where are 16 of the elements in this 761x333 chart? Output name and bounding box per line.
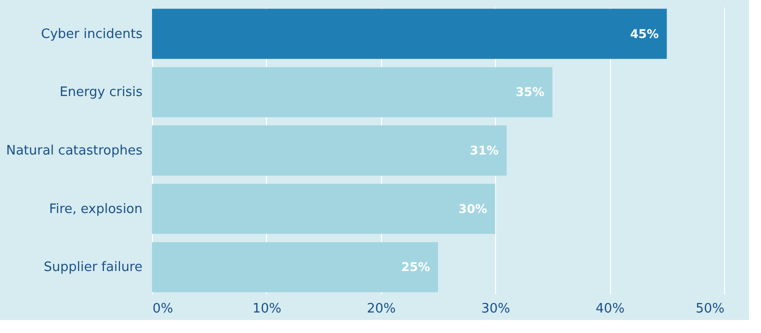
x-tick-label: 50%: [696, 302, 724, 316]
y-tick-label: Cyber incidents: [41, 26, 143, 42]
data-label: 30%: [458, 202, 488, 216]
y-tick-label: Energy crisis: [60, 85, 143, 100]
y-tick-label: Supplier failure: [44, 260, 142, 276]
x-tick-label: 20%: [366, 302, 396, 316]
data-label: 25%: [401, 260, 430, 274]
data-label: 35%: [516, 85, 544, 100]
data-label: 31%: [470, 144, 499, 158]
x-tick-label: 40%: [596, 302, 625, 316]
x-tick-label: 30%: [481, 302, 510, 316]
x-tick-label: 10%: [252, 302, 282, 316]
x-tick-label: 0%: [152, 302, 174, 316]
data-label: 45%: [630, 26, 659, 41]
y-tick-label: Fire, explosion: [49, 202, 142, 217]
y-tick-label: Natural catastrophes: [6, 144, 143, 158]
